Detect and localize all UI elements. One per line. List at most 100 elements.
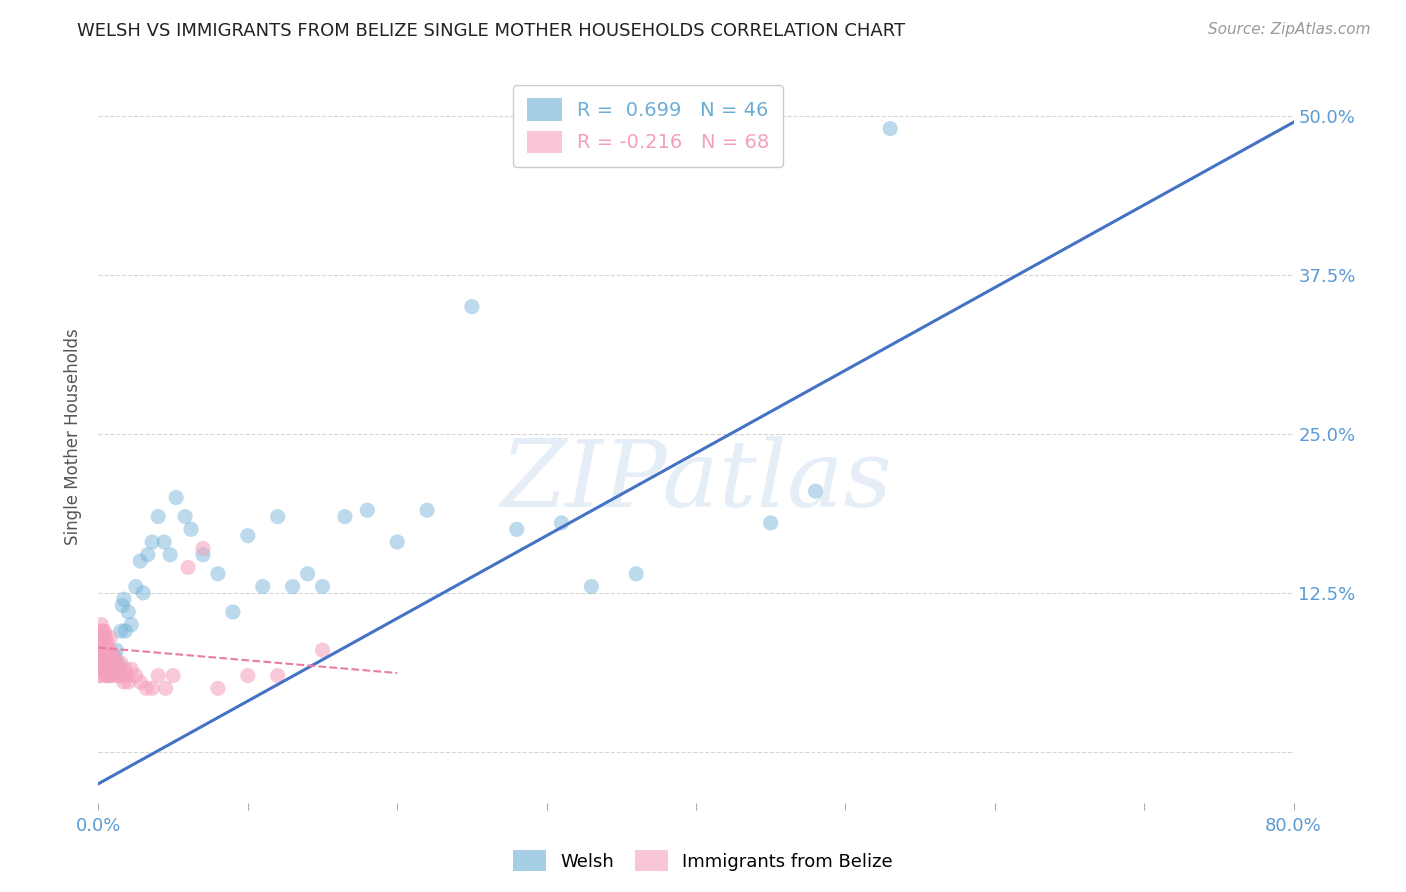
Point: [155, 681, 177, 696]
Point: [97, 643, 120, 657]
Point: [107, 668, 129, 682]
Point: [112, 675, 135, 690]
Point: [416, 503, 439, 517]
Point: [91, 656, 114, 670]
Point: [105, 662, 128, 676]
Point: [115, 668, 138, 682]
Point: [91, 662, 114, 676]
Point: [94, 631, 117, 645]
Point: [91, 637, 114, 651]
Point: [148, 668, 170, 682]
Point: [96, 668, 118, 682]
Point: [333, 509, 356, 524]
Point: [107, 656, 129, 670]
Point: [93, 631, 115, 645]
Point: [356, 503, 378, 517]
Point: [129, 675, 152, 690]
Point: [148, 509, 170, 524]
Point: [252, 580, 274, 594]
Point: [120, 662, 142, 676]
Point: [207, 681, 229, 696]
Point: [110, 624, 132, 638]
Point: [759, 516, 782, 530]
Legend: Welsh, Immigrants from Belize: Welsh, Immigrants from Belize: [506, 843, 900, 879]
Point: [94, 656, 117, 670]
Point: [91, 643, 114, 657]
Point: [165, 491, 187, 505]
Point: [103, 656, 125, 670]
Point: [804, 484, 827, 499]
Point: [105, 656, 128, 670]
Point: [94, 649, 117, 664]
Point: [93, 662, 115, 676]
Point: [207, 566, 229, 581]
Point: [141, 535, 163, 549]
Point: [87, 649, 110, 664]
Point: [91, 624, 114, 638]
Point: [153, 535, 176, 549]
Point: [111, 668, 134, 682]
Point: [90, 649, 112, 664]
Point: [110, 656, 132, 670]
Point: [89, 662, 111, 676]
Point: [120, 617, 142, 632]
Point: [141, 681, 163, 696]
Point: [97, 668, 120, 682]
Point: [103, 649, 125, 664]
Point: [281, 580, 304, 594]
Point: [97, 656, 120, 670]
Point: [267, 509, 290, 524]
Point: [98, 643, 122, 657]
Point: [117, 605, 139, 619]
Point: [94, 668, 117, 682]
Point: [461, 300, 484, 314]
Point: [297, 566, 319, 581]
Point: [162, 668, 184, 682]
Point: [129, 554, 152, 568]
Point: [174, 509, 197, 524]
Point: [101, 662, 124, 676]
Point: [117, 675, 139, 690]
Point: [93, 624, 115, 638]
Point: [108, 662, 131, 676]
Point: [104, 649, 127, 664]
Point: [93, 637, 115, 651]
Point: [104, 662, 127, 676]
Text: ZIPatlas: ZIPatlas: [501, 436, 891, 526]
Point: [222, 605, 245, 619]
Point: [506, 522, 529, 536]
Point: [90, 617, 112, 632]
Point: [97, 662, 120, 676]
Point: [89, 643, 111, 657]
Point: [91, 656, 114, 670]
Point: [114, 624, 136, 638]
Point: [98, 668, 122, 682]
Point: [105, 643, 128, 657]
Point: [879, 121, 901, 136]
Point: [136, 548, 159, 562]
Point: [267, 668, 290, 682]
Point: [135, 681, 157, 696]
Point: [89, 637, 111, 651]
Point: [90, 631, 112, 645]
Point: [97, 649, 120, 664]
Point: [112, 592, 135, 607]
Point: [111, 599, 134, 613]
Y-axis label: Single Mother Households: Single Mother Households: [65, 329, 83, 545]
Point: [180, 522, 202, 536]
Text: Source: ZipAtlas.com: Source: ZipAtlas.com: [1208, 22, 1371, 37]
Point: [90, 624, 112, 638]
Point: [96, 662, 118, 676]
Point: [98, 631, 122, 645]
Point: [96, 643, 118, 657]
Point: [626, 566, 648, 581]
Point: [96, 637, 118, 651]
Point: [89, 656, 111, 670]
Point: [311, 580, 333, 594]
Point: [236, 668, 259, 682]
Point: [104, 668, 127, 682]
Text: WELSH VS IMMIGRANTS FROM BELIZE SINGLE MOTHER HOUSEHOLDS CORRELATION CHART: WELSH VS IMMIGRANTS FROM BELIZE SINGLE M…: [77, 22, 905, 40]
Point: [159, 548, 181, 562]
Point: [114, 662, 136, 676]
Point: [125, 668, 148, 682]
